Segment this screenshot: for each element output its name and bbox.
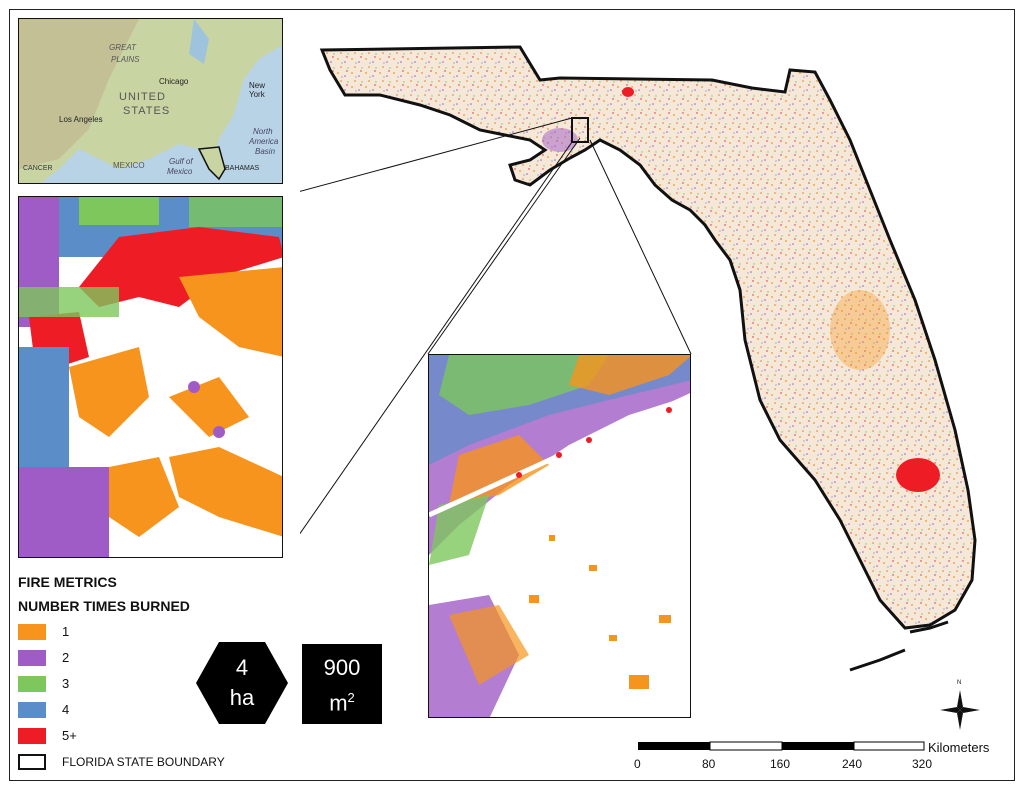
scale-tick: 80 [702,757,716,771]
legend-swatch-1 [18,624,46,640]
locator-label: North [253,127,273,136]
legend-swatch-2 [18,650,46,666]
locator-label: MEXICO [113,161,145,170]
locator-label: Chicago [159,77,189,86]
north-arrow-icon [940,690,980,730]
pixel-zoom-inset [428,354,691,718]
connector-line [427,137,581,355]
locator-label: PLAINS [111,55,140,64]
legend-subtitle: NUMBER TIMES BURNED [18,598,190,614]
legend-swatch-boundary [18,754,46,770]
legend-label-boundary: FLORIDA STATE BOUNDARY [62,755,225,769]
locator-label: Mexico [167,167,193,176]
scale-tick: 320 [912,757,933,771]
connector-line [589,139,692,355]
hex-svg [19,197,282,557]
locator-label: New York [249,81,266,99]
legend-swatch-3 [18,676,46,692]
locator-label: America [249,137,279,146]
scale-unit: Kilometers [928,740,990,755]
hexagon-shape [196,642,288,724]
florida-keys [849,620,949,672]
legend-title: FIRE METRICS [18,574,117,590]
legend-label-3: 3 [62,676,70,691]
scale-tick: 240 [842,757,863,771]
pixel-square-shape [302,644,382,724]
locator-map: GREAT PLAINS UNITED STATES Chicago New Y… [18,18,283,184]
scale-bar [638,741,925,751]
legend-label-2: 2 [62,650,70,665]
pixel-unit-text: m [329,690,348,716]
florida-state-boundary [319,45,977,630]
locator-label: Gulf of [169,157,193,166]
locator-svg [19,19,282,183]
legend-swatch-5 [18,728,46,744]
hexagon-zoom-inset [18,196,283,558]
locator-label: CANCER [23,165,53,172]
locator-label: Basin [255,147,276,156]
locator-label: UNITED [119,91,166,103]
focus-area-box [571,117,589,143]
burned-patch-orange [830,290,890,370]
hex-unit: ha [229,685,255,710]
hex-value: 4 [235,655,249,680]
locator-label: GREAT [109,43,136,52]
scale-tick: 0 [634,757,641,771]
pixel-unit: m2 [302,684,382,717]
legend-label-1: 1 [62,624,70,639]
legend-label-4: 4 [62,702,70,717]
florida-map [300,45,977,672]
locator-label: Los Angeles [59,115,103,124]
legend-label-5: 5+ [62,728,77,743]
burned-cluster-north [622,87,634,97]
burned-cluster-south [896,458,940,492]
pixel-unit-exp: 2 [347,690,355,705]
pixel-value: 900 [323,655,361,680]
scale-tick: 160 [770,757,791,771]
locator-label: BAHAMAS [225,165,260,172]
connector-line [300,117,573,192]
locator-label: STATES [123,105,171,117]
compass-label: N [957,680,962,686]
pixel-svg [429,355,690,717]
legend-swatch-4 [18,702,46,718]
connector-line [300,141,573,535]
